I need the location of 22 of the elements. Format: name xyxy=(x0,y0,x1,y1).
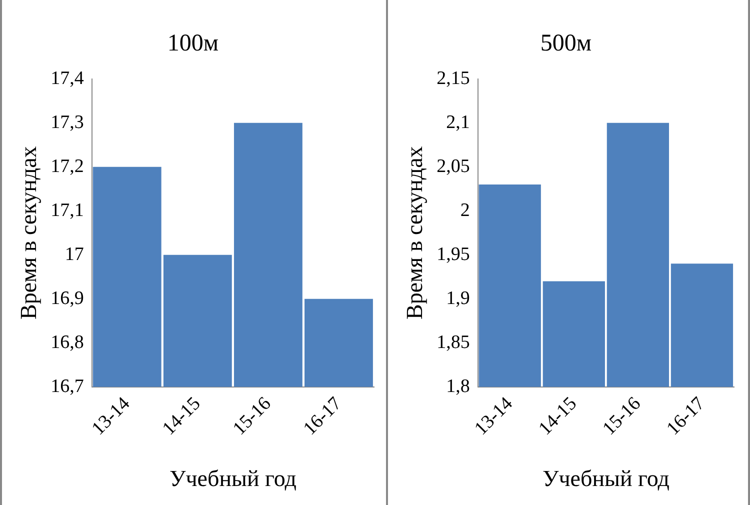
y-tick-label: 1,8 xyxy=(446,376,470,397)
y-tick-label: 1,95 xyxy=(436,244,470,265)
y-tick-label: 2,1 xyxy=(446,112,470,133)
y-tick-label: 1,85 xyxy=(436,332,470,353)
y-tick-label: 2 xyxy=(460,200,470,221)
y-tick-label: 17 xyxy=(64,244,84,265)
x-axis-title: Учебный год xyxy=(542,466,670,492)
y-tick-label: 2,15 xyxy=(436,68,470,89)
y-tick-label: 17,1 xyxy=(50,200,84,221)
y-tick-label: 16,7 xyxy=(50,376,84,397)
chart-title: 100м xyxy=(167,30,219,57)
y-tick-label: 2,05 xyxy=(436,156,470,177)
chart-title: 500м xyxy=(540,30,592,57)
y-tick-label: 16,9 xyxy=(50,288,84,309)
y-axis-title: Время в секундах xyxy=(16,146,41,320)
y-tick-label: 1,9 xyxy=(446,288,470,309)
y-tick-label: 17,3 xyxy=(50,112,84,133)
x-axis-title: Учебный год xyxy=(169,466,297,492)
y-tick-label: 16,8 xyxy=(50,332,84,353)
y-tick-label: 17,4 xyxy=(50,68,84,89)
y-tick-label: 17,2 xyxy=(50,156,84,177)
y-axis-title: Время в секундах xyxy=(402,146,427,320)
